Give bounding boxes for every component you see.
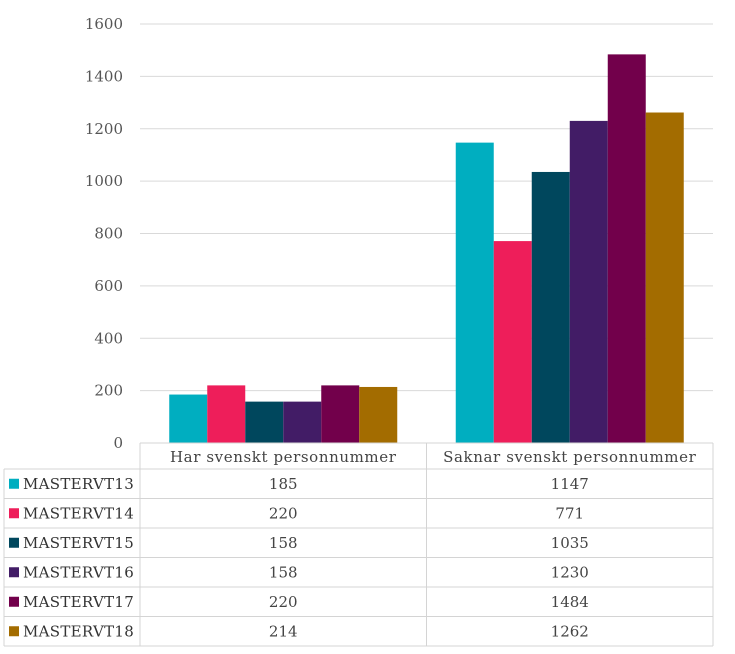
table-value-mastervt18-2: 1262 (551, 622, 589, 640)
legend-label-mastervt14: MASTERVT14 (23, 504, 134, 522)
y-tick-label-1400: 1400 (85, 67, 123, 85)
y-tick-label-200: 200 (94, 382, 123, 400)
table-value-mastervt18-1: 214 (269, 622, 298, 640)
table-value-mastervt13-1: 185 (269, 475, 298, 493)
table-value-mastervt15-1: 158 (269, 534, 298, 552)
bar-mastervt15-1 (245, 401, 284, 443)
bar-mastervt16-1 (283, 401, 322, 443)
legend-key-mastervt13 (9, 478, 19, 489)
table-value-mastervt17-2: 1484 (551, 593, 589, 611)
legend-label-mastervt18: MASTERVT18 (23, 622, 134, 640)
bar-mastervt18-1 (359, 386, 398, 443)
bar-mastervt16-2 (569, 120, 608, 444)
data-table: Har svenskt personnummer Saknar svenskt p… (3, 442, 714, 647)
bar-mastervt14-2 (493, 241, 532, 443)
bars (169, 54, 684, 444)
legend-key-mastervt17 (9, 596, 19, 607)
bar-mastervt18-2 (645, 112, 684, 444)
table-value-mastervt14-1: 220 (269, 504, 298, 522)
bar-mastervt17-1 (321, 385, 360, 443)
y-tick-label-800: 800 (94, 225, 123, 243)
legend-key-mastervt15 (9, 537, 19, 548)
legend-label-mastervt15: MASTERVT15 (23, 534, 134, 552)
y-tick-label-1000: 1000 (85, 172, 123, 190)
table-value-mastervt17-1: 220 (269, 593, 298, 611)
legend-key-mastervt16 (9, 567, 19, 578)
table-value-mastervt16-1: 158 (269, 563, 298, 581)
legend-label-mastervt17: MASTERVT17 (23, 593, 134, 611)
table-value-mastervt15-2: 1035 (551, 534, 589, 552)
category-label-2: Saknar svenskt personnummer (443, 448, 696, 466)
bar-mastervt17-2 (607, 54, 646, 443)
y-axis: 0 200 400 600 800 1000 1200 1400 1600 (85, 15, 123, 452)
category-label-1: Har svenskt personnummer (170, 448, 397, 466)
table-value-mastervt14-2: 771 (555, 504, 584, 522)
bar-mastervt13-2 (455, 142, 494, 443)
y-tick-label-400: 400 (94, 329, 123, 347)
table-value-mastervt16-2: 1230 (551, 563, 589, 581)
y-tick-label-1600: 1600 (85, 15, 123, 33)
table-value-mastervt13-2: 1147 (551, 475, 589, 493)
legend-key-mastervt18 (9, 626, 19, 637)
gridlines (140, 23, 713, 392)
legend-key-mastervt14 (9, 508, 19, 519)
y-tick-label-1200: 1200 (85, 120, 123, 138)
legend-label-mastervt13: MASTERVT13 (23, 475, 134, 493)
bar-mastervt14-1 (207, 385, 246, 443)
legend-label-mastervt16: MASTERVT16 (23, 563, 134, 581)
bar-mastervt15-2 (531, 171, 570, 443)
bar-mastervt13-1 (169, 394, 208, 443)
y-tick-label-600: 600 (94, 277, 123, 295)
y-tick-label-0: 0 (113, 434, 123, 452)
